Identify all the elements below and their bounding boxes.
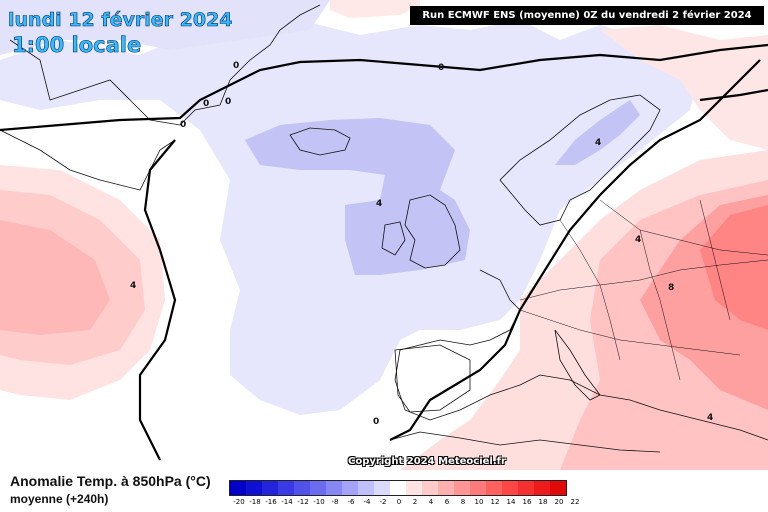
forecast-date: lundi 12 février 2024 bbox=[8, 9, 233, 32]
color-scale-bar bbox=[229, 480, 567, 496]
scale-swatch bbox=[486, 481, 502, 495]
contour-label-west-atlantic: 4 bbox=[130, 281, 136, 291]
anomaly-map: 0 0 0 0 0 4 4 4 4 8 0 4 bbox=[0, 0, 768, 470]
scale-swatch bbox=[326, 481, 342, 495]
color-scale-labels: -20 -18 -16 -14 -12 -10 -8 -6 -4 -2 0 2 4 6 8 10 12 14 16 1… bbox=[229, 498, 579, 510]
warm-anomaly-west-core bbox=[0, 220, 110, 335]
scale-tick-label: -2 bbox=[379, 498, 387, 506]
scale-tick-label: 18 bbox=[538, 498, 548, 506]
scale-swatch bbox=[438, 481, 454, 495]
scale-tick-label: 4 bbox=[428, 498, 434, 506]
scale-swatch bbox=[246, 481, 262, 495]
contour-label-greenland-4: 0 bbox=[180, 120, 186, 130]
scale-tick-label: 6 bbox=[444, 498, 450, 506]
scale-tick-label: -12 bbox=[297, 498, 309, 506]
contour-label-east-europe-1: 4 bbox=[635, 235, 641, 245]
scale-swatch bbox=[374, 481, 390, 495]
scale-swatch bbox=[502, 481, 518, 495]
zero-contours bbox=[0, 43, 768, 461]
scale-tick-label: -6 bbox=[347, 498, 355, 506]
scale-swatch bbox=[310, 481, 326, 495]
scale-swatch bbox=[230, 481, 246, 495]
scale-tick-label: -4 bbox=[363, 498, 371, 506]
scale-tick-label: -8 bbox=[331, 498, 339, 506]
contour-label-greenland-3: 0 bbox=[225, 97, 231, 107]
contour-label-mediterranean: 4 bbox=[707, 413, 713, 423]
scale-tick-label: -16 bbox=[265, 498, 277, 506]
scale-tick-label: 2 bbox=[412, 498, 418, 506]
scale-tick-label: -14 bbox=[281, 498, 293, 506]
warm-anomaly-arctic-east bbox=[600, 25, 768, 150]
warm-anomaly-arctic bbox=[330, 0, 420, 18]
scale-swatch bbox=[454, 481, 470, 495]
scale-swatch bbox=[422, 481, 438, 495]
contour-label-greenland-2: 0 bbox=[203, 99, 209, 109]
contour-label-greenland-1: 0 bbox=[233, 61, 239, 71]
scale-swatch bbox=[262, 481, 278, 495]
scale-swatch bbox=[294, 481, 310, 495]
scale-swatch bbox=[342, 481, 358, 495]
scale-tick-label: -20 bbox=[233, 498, 245, 506]
scale-tick-label: 10 bbox=[474, 498, 484, 506]
warm-anomaly-east-peak bbox=[700, 205, 768, 330]
legend-title: Anomalie Temp. à 850hPa (°C) bbox=[10, 473, 211, 489]
scale-tick-label: 22 bbox=[570, 498, 580, 506]
contour-label-arctic: 0 bbox=[438, 63, 444, 73]
contour-label-scotland: 4 bbox=[376, 199, 382, 209]
scale-swatch bbox=[550, 481, 566, 495]
contour-label-scandinavia: 4 bbox=[595, 138, 601, 148]
scale-tick-label: 12 bbox=[490, 498, 500, 506]
scale-tick-label: -18 bbox=[249, 498, 261, 506]
legend-subtitle: moyenne (+240h) bbox=[10, 492, 109, 506]
scale-tick-label: 8 bbox=[460, 498, 466, 506]
cold-anomaly-core bbox=[245, 118, 470, 275]
scale-tick-label: 20 bbox=[554, 498, 564, 506]
scale-swatch bbox=[518, 481, 534, 495]
cold-anomaly-scandinavia bbox=[555, 100, 640, 165]
scale-swatch bbox=[358, 481, 374, 495]
scale-swatch bbox=[534, 481, 550, 495]
contour-label-south-atlantic: 0 bbox=[373, 417, 379, 427]
legend-panel: Anomalie Temp. à 850hPa (°C) moyenne (+2… bbox=[0, 470, 768, 512]
scale-swatch bbox=[390, 481, 406, 495]
scale-swatch bbox=[470, 481, 486, 495]
cold-anomaly-north bbox=[0, 0, 330, 55]
run-info-banner: Run ECMWF ENS (moyenne) 0Z du vendredi 2… bbox=[410, 6, 764, 25]
scale-swatch bbox=[406, 481, 422, 495]
contour-label-east-europe-2: 8 bbox=[668, 283, 674, 293]
copyright-text: Copyright 2024 Meteociel.fr bbox=[348, 456, 506, 467]
scale-tick-label: -10 bbox=[313, 498, 325, 506]
forecast-time: 1:00 locale bbox=[12, 33, 142, 58]
scale-tick-label: 0 bbox=[396, 498, 402, 506]
scale-swatch bbox=[278, 481, 294, 495]
scale-tick-label: 14 bbox=[506, 498, 516, 506]
scale-tick-label: 16 bbox=[522, 498, 532, 506]
